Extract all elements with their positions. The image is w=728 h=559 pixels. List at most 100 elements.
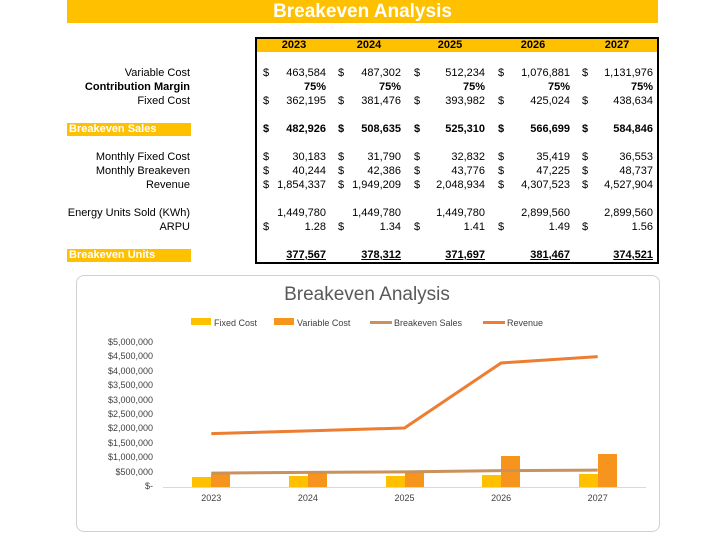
row-label: Breakeven Sales: [67, 123, 191, 136]
dollar-sign: $: [263, 123, 270, 135]
table-cell: 2,899,560: [604, 207, 653, 219]
table-cell: 47,225: [536, 165, 570, 177]
legend-swatch: [483, 321, 505, 324]
table-cell: 1,131,976: [604, 67, 653, 79]
table-cell: 1.28: [304, 221, 326, 233]
y-tick-label: $1,000,000: [107, 452, 153, 463]
table-cell: 31,790: [367, 151, 401, 163]
table-cell: 2,899,560: [521, 207, 570, 219]
table-cell: 4,527,904: [604, 179, 653, 191]
dollar-sign: $: [414, 165, 421, 177]
x-tick-label: 2027: [587, 493, 608, 503]
y-tick-label: $4,500,000: [107, 351, 153, 362]
table-cell: 1,076,881: [521, 67, 570, 79]
dollar-sign: $: [582, 95, 589, 107]
dollar-sign: $: [498, 179, 505, 191]
table-cell: 463,584: [286, 67, 326, 79]
year-header: 2023: [281, 39, 307, 51]
table-cell: 1,449,780: [436, 207, 485, 219]
dollar-sign: $: [498, 67, 505, 79]
table-cell: 42,386: [367, 165, 401, 177]
x-axis: [163, 487, 646, 488]
dollar-sign: $: [263, 179, 270, 191]
row-label: ARPU: [159, 221, 190, 233]
dollar-sign: $: [498, 165, 505, 177]
legend-swatch: [274, 318, 294, 325]
table-cell: 2,048,934: [436, 179, 485, 191]
row-label: Energy Units Sold (KWh): [67, 207, 190, 219]
row-label: Fixed Cost: [137, 95, 190, 107]
dollar-sign: $: [582, 67, 589, 79]
table-cell: 425,024: [530, 95, 570, 107]
dollar-sign: $: [338, 221, 345, 233]
dollar-sign: $: [263, 95, 270, 107]
x-tick-label: 2026: [491, 493, 512, 503]
page-title: Breakeven Analysis: [67, 0, 658, 23]
y-tick-label: $4,000,000: [107, 365, 153, 376]
table-cell: 35,419: [536, 151, 570, 163]
row-label: Monthly Breakeven: [95, 165, 190, 177]
dollar-sign: $: [263, 165, 270, 177]
year-header: 2027: [604, 39, 630, 51]
dollar-sign: $: [582, 151, 589, 163]
dollar-sign: $: [498, 221, 505, 233]
chart-card: [76, 275, 660, 532]
variable-cost-bar: [307, 472, 327, 487]
table-cell: 36,553: [619, 151, 653, 163]
table-cell: 378,312: [361, 249, 401, 261]
dollar-sign: $: [338, 179, 345, 191]
dollar-sign: $: [338, 165, 345, 177]
x-tick-label: 2023: [201, 493, 222, 503]
table-cell: 1,854,337: [277, 179, 326, 191]
dollar-sign: $: [338, 95, 345, 107]
y-tick-label: $-: [144, 481, 153, 491]
dollar-sign: $: [498, 95, 505, 107]
fixed-cost-bar: [192, 476, 212, 487]
table-cell: 482,926: [286, 123, 326, 135]
dollar-sign: $: [263, 67, 270, 79]
row-label: Monthly Fixed Cost: [95, 151, 190, 163]
table-cell: 362,195: [286, 95, 326, 107]
row-label: Variable Cost: [124, 67, 190, 79]
table-cell: 75%: [547, 81, 570, 93]
table-cell: 40,244: [292, 165, 326, 177]
year-header: 2024: [356, 39, 382, 51]
table-cell: 1,449,780: [352, 207, 401, 219]
dollar-sign: $: [263, 151, 270, 163]
fixed-cost-bar: [288, 476, 308, 487]
table-cell: 508,635: [361, 123, 401, 135]
dollar-sign: $: [338, 123, 345, 135]
table-cell: 381,476: [361, 95, 401, 107]
chart-title: Breakeven Analysis: [284, 284, 450, 305]
dollar-sign: $: [498, 123, 505, 135]
variable-cost-bar: [597, 454, 617, 487]
fixed-cost-bar: [385, 475, 405, 487]
table-cell: 584,846: [613, 123, 653, 135]
dollar-sign: $: [414, 67, 421, 79]
table-cell: 1,449,780: [277, 207, 326, 219]
table-cell: 525,310: [445, 123, 485, 135]
dollar-sign: $: [582, 165, 589, 177]
dollar-sign: $: [338, 151, 345, 163]
table-header-row: [257, 39, 657, 52]
table-cell: 48,737: [619, 165, 653, 177]
table-cell: 43,776: [451, 165, 485, 177]
x-tick-label: 2024: [297, 493, 318, 503]
dollar-sign: $: [582, 179, 589, 191]
fixed-cost-bar: [482, 474, 502, 487]
table-cell: 381,467: [530, 249, 570, 261]
table-cell: 75%: [303, 81, 326, 93]
table-cell: 75%: [462, 81, 485, 93]
y-tick-label: $5,000,000: [107, 337, 153, 347]
table-cell: 1.56: [631, 221, 653, 233]
row-label: Revenue: [145, 179, 190, 191]
table-cell: 1.41: [463, 221, 485, 233]
x-tick-label: 2025: [394, 493, 415, 503]
dollar-sign: $: [414, 123, 421, 135]
table-cell: 393,982: [445, 95, 485, 107]
table-cell: 1.49: [548, 221, 570, 233]
row-label: Contribution Margin: [84, 81, 190, 93]
y-tick-label: $2,000,000: [107, 423, 153, 434]
table-cell: 1.34: [379, 221, 401, 233]
y-tick-label: $3,000,000: [107, 394, 153, 405]
